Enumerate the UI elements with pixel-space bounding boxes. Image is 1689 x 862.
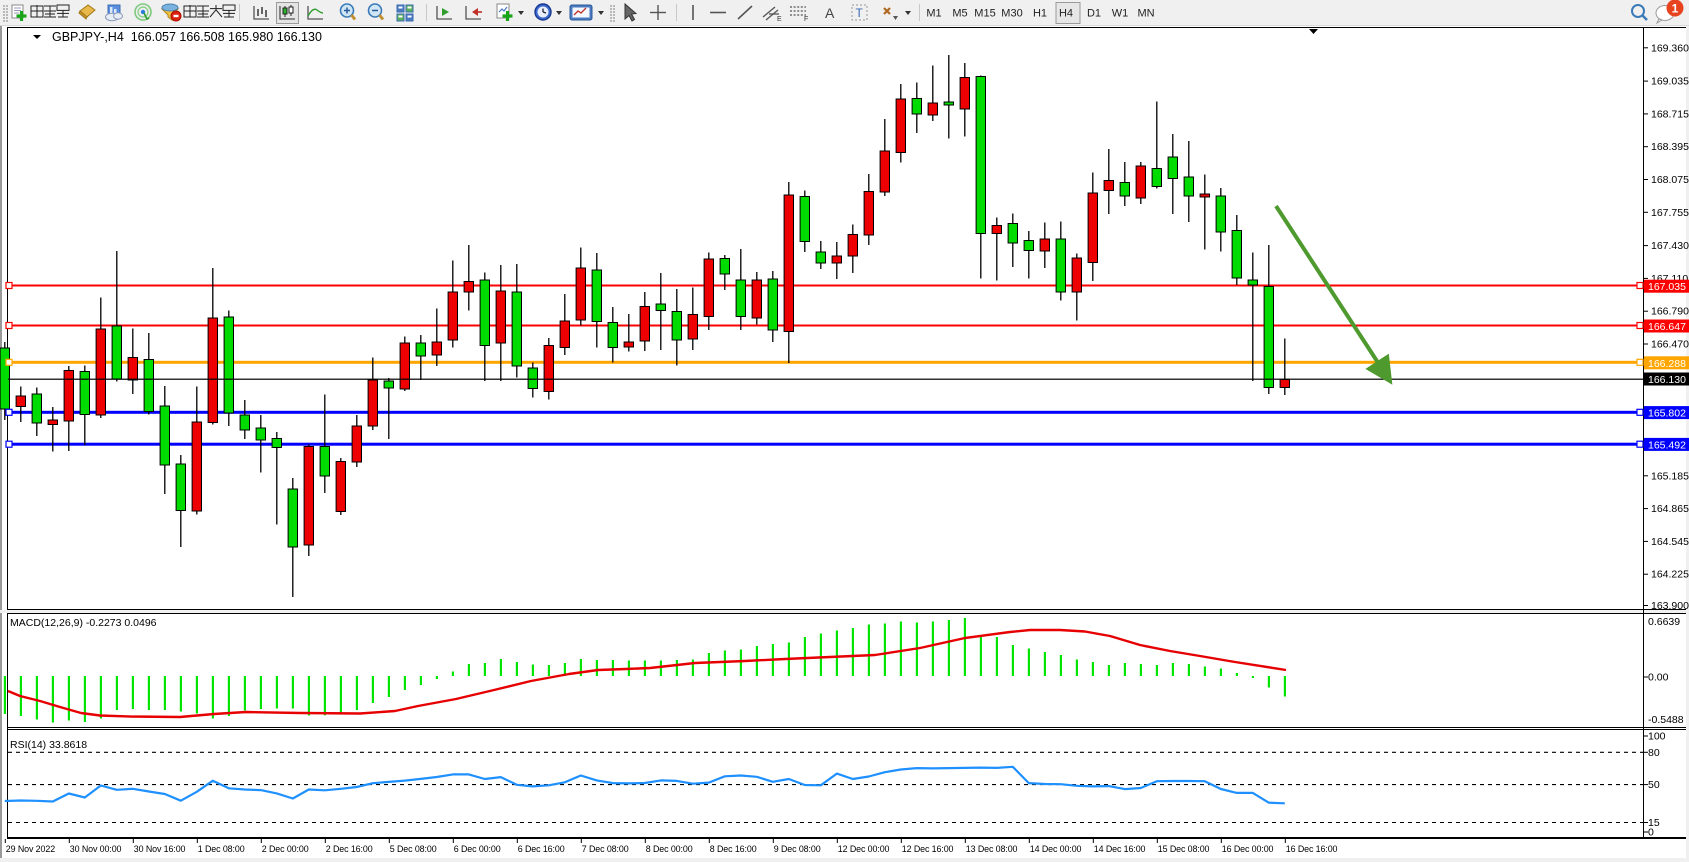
svg-text:6 Dec 00:00: 6 Dec 00:00 <box>454 844 501 854</box>
svg-text:165.802: 165.802 <box>1648 408 1686 420</box>
svg-text:166.647: 166.647 <box>1648 321 1686 333</box>
svg-text:GBPJPY-,H4 166.057 166.508 16: GBPJPY-,H4 166.057 166.508 165.980 166.1… <box>52 30 322 44</box>
svg-text:2 Dec 00:00: 2 Dec 00:00 <box>262 844 309 854</box>
svg-text:16 Dec 16:00: 16 Dec 16:00 <box>1286 844 1338 854</box>
svg-text:165.492: 165.492 <box>1648 439 1686 451</box>
svg-text:W1: W1 <box>1112 8 1129 20</box>
svg-text:15 Dec 08:00: 15 Dec 08:00 <box>1158 844 1210 854</box>
svg-text:D1: D1 <box>1087 8 1101 20</box>
svg-text:168.715: 168.715 <box>1651 108 1689 120</box>
svg-text:164.865: 164.865 <box>1651 503 1689 515</box>
svg-text:7 Dec 08:00: 7 Dec 08:00 <box>582 844 629 854</box>
svg-text:166.790: 166.790 <box>1651 306 1689 318</box>
svg-text:30 Nov 00:00: 30 Nov 00:00 <box>70 844 122 854</box>
svg-text:8 Dec 00:00: 8 Dec 00:00 <box>646 844 693 854</box>
svg-text:14 Dec 16:00: 14 Dec 16:00 <box>1094 844 1146 854</box>
svg-text:1: 1 <box>1672 2 1679 16</box>
svg-text:15: 15 <box>1648 817 1660 829</box>
svg-text:RSI(14) 33.8618: RSI(14) 33.8618 <box>10 739 87 751</box>
svg-text:167.430: 167.430 <box>1651 240 1689 252</box>
svg-text:F: F <box>804 16 808 23</box>
svg-text:-0.5488: -0.5488 <box>1648 714 1684 726</box>
svg-text:5 Dec 08:00: 5 Dec 08:00 <box>390 844 437 854</box>
svg-text:M30: M30 <box>1001 8 1022 20</box>
svg-text:8 Dec 16:00: 8 Dec 16:00 <box>710 844 757 854</box>
svg-text:T: T <box>856 6 864 20</box>
svg-text:E: E <box>777 16 782 23</box>
svg-text:166.288: 166.288 <box>1648 358 1686 370</box>
svg-text:2 Dec 16:00: 2 Dec 16:00 <box>326 844 373 854</box>
svg-text:12 Dec 00:00: 12 Dec 00:00 <box>838 844 890 854</box>
svg-text:163.900: 163.900 <box>1651 600 1689 612</box>
svg-text:M1: M1 <box>926 8 941 20</box>
svg-text:0.6639: 0.6639 <box>1648 616 1680 628</box>
svg-text:13 Dec 08:00: 13 Dec 08:00 <box>966 844 1018 854</box>
svg-text:168.075: 168.075 <box>1651 174 1689 186</box>
svg-text:MACD(12,26,9) -0.2273 0.0496: MACD(12,26,9) -0.2273 0.0496 <box>10 617 157 629</box>
svg-text:164.225: 164.225 <box>1651 569 1689 581</box>
svg-text:166.130: 166.130 <box>1648 374 1686 386</box>
svg-text:80: 80 <box>1648 747 1660 759</box>
svg-text:29 Nov 2022: 29 Nov 2022 <box>6 844 55 854</box>
svg-text:12 Dec 16:00: 12 Dec 16:00 <box>902 844 954 854</box>
svg-text:166.470: 166.470 <box>1651 339 1689 351</box>
svg-text:167.035: 167.035 <box>1648 281 1686 293</box>
svg-text:167.755: 167.755 <box>1651 207 1689 219</box>
svg-text:6 Dec 16:00: 6 Dec 16:00 <box>518 844 565 854</box>
svg-text:16 Dec 00:00: 16 Dec 00:00 <box>1222 844 1274 854</box>
svg-text:168.395: 168.395 <box>1651 141 1689 153</box>
svg-text:M15: M15 <box>974 8 995 20</box>
svg-text:14 Dec 00:00: 14 Dec 00:00 <box>1030 844 1082 854</box>
svg-text:0: 0 <box>1648 827 1654 839</box>
svg-text:MN: MN <box>1137 8 1154 20</box>
svg-text:50: 50 <box>1648 779 1660 791</box>
svg-text:H1: H1 <box>1033 8 1047 20</box>
svg-text:30 Nov 16:00: 30 Nov 16:00 <box>134 844 186 854</box>
svg-text:M5: M5 <box>952 8 967 20</box>
svg-text:0.00: 0.00 <box>1648 672 1669 684</box>
svg-text:169.360: 169.360 <box>1651 42 1689 54</box>
svg-text:100: 100 <box>1648 731 1666 743</box>
svg-text:1 Dec 08:00: 1 Dec 08:00 <box>198 844 245 854</box>
svg-text:165.185: 165.185 <box>1651 470 1689 482</box>
svg-text:9 Dec 08:00: 9 Dec 08:00 <box>774 844 821 854</box>
svg-text:169.035: 169.035 <box>1651 76 1689 88</box>
svg-text:H4: H4 <box>1059 8 1073 20</box>
svg-text:A: A <box>825 5 835 21</box>
svg-text:164.545: 164.545 <box>1651 536 1689 548</box>
